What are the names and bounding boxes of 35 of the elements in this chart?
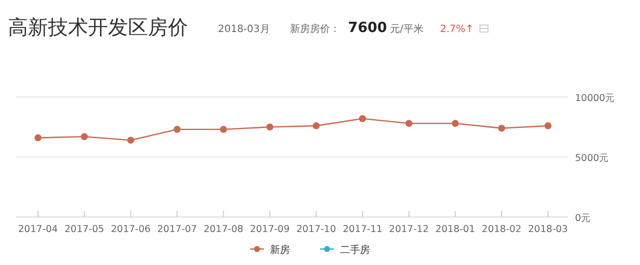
point <box>312 122 320 130</box>
x-tick-label: 2018-02 <box>482 224 522 235</box>
y-tick-label: 0元 <box>575 213 592 224</box>
point <box>80 133 88 140</box>
point <box>220 126 227 133</box>
x-tick-label: 2017-12 <box>389 224 429 235</box>
text: 2.7%↑ <box>440 24 474 35</box>
point <box>359 115 366 122</box>
y-tick-label: 5000元 <box>575 153 610 164</box>
point <box>127 136 134 144</box>
point <box>452 120 459 127</box>
x-tick-label: 2018-01 <box>435 224 476 235</box>
point <box>498 124 506 132</box>
text: 元/平米 <box>390 23 424 35</box>
x-tick-label: 2017-10 <box>296 224 336 235</box>
x-tick-label: 2017-07 <box>157 224 197 235</box>
text: 2018-03月 <box>218 24 270 35</box>
chart-title: 高新技术开发区房价 <box>8 15 188 39</box>
legend-label: 二手房 <box>340 244 370 256</box>
point <box>544 122 552 130</box>
text: 7600 <box>348 20 388 36</box>
x-tick-label: 2017-11 <box>342 224 382 235</box>
x-tick-label: 2017-09 <box>250 224 290 235</box>
x-tick-label: 2017-05 <box>64 224 104 235</box>
x-tick-label: 2017-04 <box>18 224 58 235</box>
legend-label: 新房 <box>270 244 290 256</box>
point <box>34 134 42 142</box>
point <box>405 120 412 127</box>
y-tick-label: 10000元 <box>575 93 616 104</box>
point <box>266 124 274 130</box>
x-tick-label: 2018-03 <box>528 224 568 235</box>
x-tick-label: 2017-06 <box>110 224 151 235</box>
x-tick-label: 2017-08 <box>204 224 244 235</box>
text: 新房房价： <box>290 23 340 35</box>
point <box>174 126 181 133</box>
